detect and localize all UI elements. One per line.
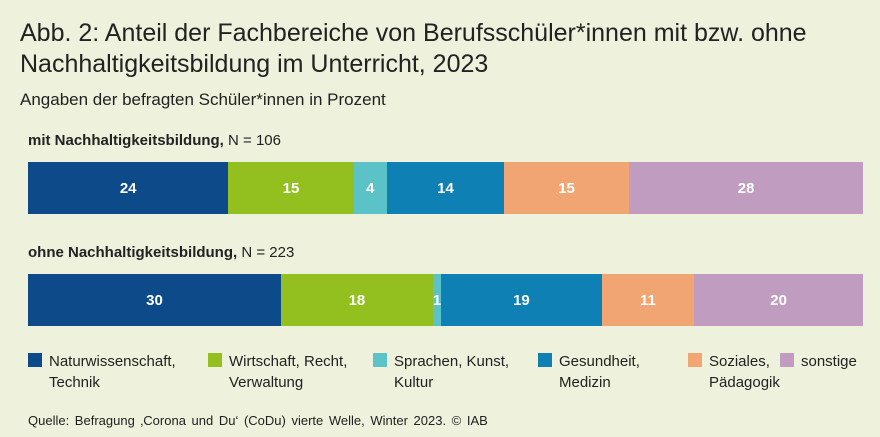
source-note: Quelle: Befragung ‚Corona und Du‘ (CoDu)… bbox=[28, 413, 488, 428]
segment-value-label: 19 bbox=[513, 291, 530, 309]
chart-subtitle: Angaben der befragten Schüler*innen in P… bbox=[20, 90, 386, 109]
legend-label: Sprachen, Kunst, Kultur bbox=[394, 351, 509, 393]
legend-label-line: Medizin bbox=[559, 374, 611, 391]
segment-value-label: 4 bbox=[366, 179, 375, 197]
legend-label-line: Gesundheit, bbox=[559, 353, 640, 370]
bar-segment-1-0: 30 bbox=[28, 274, 282, 326]
legend-label-line: Sprachen, Kunst, bbox=[394, 353, 510, 370]
bar-segment-1-3: 19 bbox=[441, 274, 602, 326]
group-label-bold: mit Nachhaltigkeitsbildung, bbox=[28, 132, 224, 149]
group-label-n: N = 106 bbox=[228, 132, 281, 149]
legend-label: sonstige bbox=[801, 351, 857, 372]
legend-label: Gesundheit, Medizin bbox=[559, 351, 640, 393]
bar-segment-0-4: 15 bbox=[503, 162, 630, 214]
legend-swatch bbox=[688, 353, 702, 367]
legend-label-line: Pädagogik bbox=[709, 374, 780, 391]
segment-value-label: 20 bbox=[770, 291, 787, 309]
legend-label-line: Kultur bbox=[394, 374, 434, 391]
segment-value-label: 14 bbox=[437, 179, 454, 197]
segment-value-label: 28 bbox=[737, 179, 755, 197]
legend-label-line: Verwaltung bbox=[229, 374, 304, 391]
legend-swatch bbox=[780, 353, 794, 367]
segment-value-label: 18 bbox=[348, 291, 366, 309]
bar-segment-0-1: 15 bbox=[228, 162, 354, 214]
group-label-without-sustainability: ohne Nachhaltigkeitsbildung, N = 223 bbox=[28, 244, 294, 261]
legend-label-line: Soziales, bbox=[709, 353, 770, 370]
chart-title: Abb. 2: Anteil der Fachbereiche von Beru… bbox=[20, 19, 807, 78]
legend-item-1: Wirtschaft, Recht, Verwaltung bbox=[208, 351, 347, 393]
group-label-n: N = 223 bbox=[241, 244, 295, 261]
segment-value-label: 1 bbox=[432, 291, 442, 309]
legend-label: Wirtschaft, Recht, Verwaltung bbox=[229, 351, 347, 393]
stacked-bar-without-sustainability: 30 18 1 19 11 20 bbox=[28, 274, 863, 326]
legend-label-line: Technik bbox=[49, 374, 100, 391]
segment-value-label: 15 bbox=[558, 179, 575, 197]
legend-swatch bbox=[538, 353, 552, 367]
bar-segment-0-2: 4 bbox=[353, 162, 388, 214]
bar-segment-0-3: 14 bbox=[387, 162, 504, 214]
stacked-bar-with-sustainability: 24 15 4 14 15 28 bbox=[28, 162, 863, 214]
segment-value-label: 11 bbox=[639, 291, 656, 309]
legend-item-3: Gesundheit, Medizin bbox=[538, 351, 640, 393]
legend-swatch bbox=[373, 353, 387, 367]
legend-item-0: Naturwissenschaft, Technik bbox=[28, 351, 176, 393]
legend-label: Naturwissenschaft, Technik bbox=[49, 351, 176, 393]
segment-value-label: 30 bbox=[146, 291, 163, 309]
legend-label-line: sonstige bbox=[801, 353, 857, 370]
legend-label: Soziales, Pädagogik bbox=[709, 351, 780, 393]
segment-value-label: 24 bbox=[119, 179, 137, 197]
legend-item-5: sonstige bbox=[780, 351, 857, 372]
group-label-with-sustainability: mit Nachhaltigkeitsbildung, N = 106 bbox=[28, 132, 281, 149]
bar-segment-1-5: 20 bbox=[694, 274, 863, 326]
legend-swatch bbox=[208, 353, 222, 367]
bar-segment-0-0: 24 bbox=[28, 162, 229, 214]
legend-item-2: Sprachen, Kunst, Kultur bbox=[373, 351, 509, 393]
bar-segment-1-2: 1 bbox=[432, 274, 442, 326]
legend-label-line: Wirtschaft, Recht, bbox=[229, 353, 348, 370]
legend-item-4: Soziales, Pädagogik bbox=[688, 351, 780, 393]
legend-label-line: Naturwissenschaft, bbox=[49, 353, 176, 370]
bar-segment-0-5: 28 bbox=[629, 162, 863, 214]
bar-segment-1-4: 11 bbox=[601, 274, 695, 326]
legend-swatch bbox=[28, 353, 42, 367]
bar-segment-1-1: 18 bbox=[281, 274, 433, 326]
group-label-bold: ohne Nachhaltigkeitsbildung, bbox=[28, 244, 238, 261]
segment-value-label: 15 bbox=[282, 179, 300, 197]
